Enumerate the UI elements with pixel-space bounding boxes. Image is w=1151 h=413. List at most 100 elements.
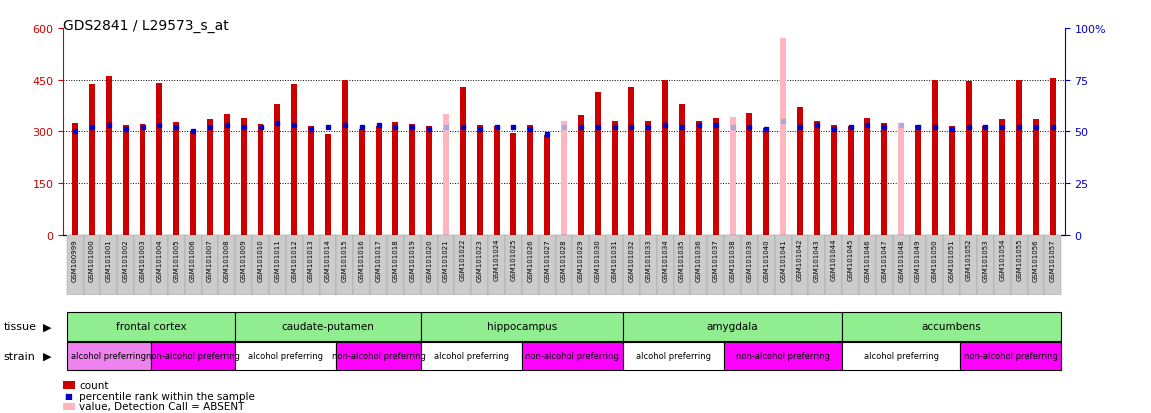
Text: ▶: ▶ [43, 351, 51, 361]
Text: ■: ■ [64, 391, 71, 400]
Text: GSM101040: GSM101040 [763, 238, 769, 281]
Text: strain: strain [3, 351, 36, 361]
Bar [67, 235, 84, 295]
Bar [494, 127, 500, 235]
Bar [139, 125, 145, 235]
Bar [595, 93, 601, 235]
Bar [410, 125, 416, 235]
Bar [808, 235, 825, 295]
Bar [1028, 235, 1044, 295]
Text: GSM101000: GSM101000 [89, 238, 96, 281]
Bar [556, 235, 572, 295]
Text: GSM101026: GSM101026 [527, 238, 533, 281]
Text: GSM101053: GSM101053 [983, 238, 989, 281]
Text: GSM101027: GSM101027 [544, 238, 550, 281]
Bar [1011, 235, 1028, 295]
Bar [544, 135, 550, 235]
Bar [747, 113, 753, 235]
Text: GSM101017: GSM101017 [375, 238, 381, 281]
Text: GSM101016: GSM101016 [359, 238, 365, 281]
Text: GSM101021: GSM101021 [443, 238, 449, 281]
Bar [320, 235, 336, 295]
Text: GSM101003: GSM101003 [139, 238, 145, 281]
Text: GSM101039: GSM101039 [747, 238, 753, 281]
Bar [712, 119, 718, 235]
Text: non-alcohol preferring: non-alcohol preferring [963, 351, 1058, 361]
Bar [646, 122, 651, 235]
Text: GSM101051: GSM101051 [948, 238, 954, 281]
Text: accumbens: accumbens [922, 322, 982, 332]
Bar [1044, 235, 1061, 295]
Bar [89, 85, 94, 235]
Bar [224, 115, 230, 235]
Bar [611, 122, 618, 235]
Text: GSM101006: GSM101006 [190, 238, 196, 281]
Bar [657, 235, 673, 295]
Bar [219, 235, 235, 295]
Bar [123, 125, 129, 235]
Bar [876, 235, 893, 295]
Text: alcohol preferring: alcohol preferring [863, 351, 939, 361]
Bar [437, 235, 455, 295]
Text: GSM101004: GSM101004 [157, 238, 162, 281]
Bar [291, 85, 297, 235]
Bar [505, 235, 521, 295]
Bar [859, 235, 876, 295]
Bar [673, 235, 691, 295]
Bar [831, 125, 837, 235]
Bar [1050, 79, 1055, 235]
Bar [157, 84, 162, 235]
Text: GSM101009: GSM101009 [241, 238, 246, 281]
Text: GSM101038: GSM101038 [730, 238, 735, 281]
Text: GSM101045: GSM101045 [847, 238, 854, 281]
Text: alcohol preferring: alcohol preferring [249, 351, 323, 361]
Text: GSM101032: GSM101032 [628, 238, 634, 281]
Text: GSM101008: GSM101008 [223, 238, 230, 281]
Bar [471, 235, 488, 295]
Bar [960, 235, 977, 295]
Text: GSM101014: GSM101014 [325, 238, 331, 281]
Bar [274, 104, 281, 235]
Text: GSM101034: GSM101034 [662, 238, 668, 281]
Text: GSM100999: GSM100999 [73, 238, 78, 281]
Bar [796, 108, 803, 235]
Bar [443, 115, 449, 235]
Text: non-alcohol preferring: non-alcohol preferring [737, 351, 830, 361]
Bar [100, 235, 117, 295]
Bar [966, 82, 971, 235]
Text: GSM101044: GSM101044 [831, 238, 837, 281]
Bar [724, 235, 741, 295]
Text: count: count [79, 380, 109, 390]
Bar [73, 123, 78, 235]
Text: GSM101037: GSM101037 [712, 238, 718, 281]
Bar [898, 123, 904, 235]
Bar [607, 235, 623, 295]
Bar [371, 235, 387, 295]
Bar [151, 235, 168, 295]
Bar [696, 122, 702, 235]
Text: alcohol preferring: alcohol preferring [71, 351, 146, 361]
Bar [993, 235, 1011, 295]
Bar [455, 235, 471, 295]
Bar [426, 127, 432, 235]
Bar [375, 127, 381, 235]
Bar [527, 125, 533, 235]
Bar [325, 135, 331, 235]
Bar [843, 235, 859, 295]
Text: value, Detection Call = ABSENT: value, Detection Call = ABSENT [79, 401, 245, 411]
Bar [269, 235, 285, 295]
Text: GSM101042: GSM101042 [796, 238, 803, 281]
Bar [763, 129, 769, 235]
Bar [999, 120, 1005, 235]
Bar [640, 235, 657, 295]
Bar [488, 235, 505, 295]
Bar [235, 235, 252, 295]
Text: GSM101054: GSM101054 [999, 238, 1005, 281]
Bar [353, 235, 371, 295]
Bar [927, 235, 944, 295]
Text: GSM101020: GSM101020 [426, 238, 432, 281]
Text: amygdala: amygdala [707, 322, 759, 332]
Bar [392, 123, 398, 235]
Bar [623, 235, 640, 295]
Bar [741, 235, 757, 295]
